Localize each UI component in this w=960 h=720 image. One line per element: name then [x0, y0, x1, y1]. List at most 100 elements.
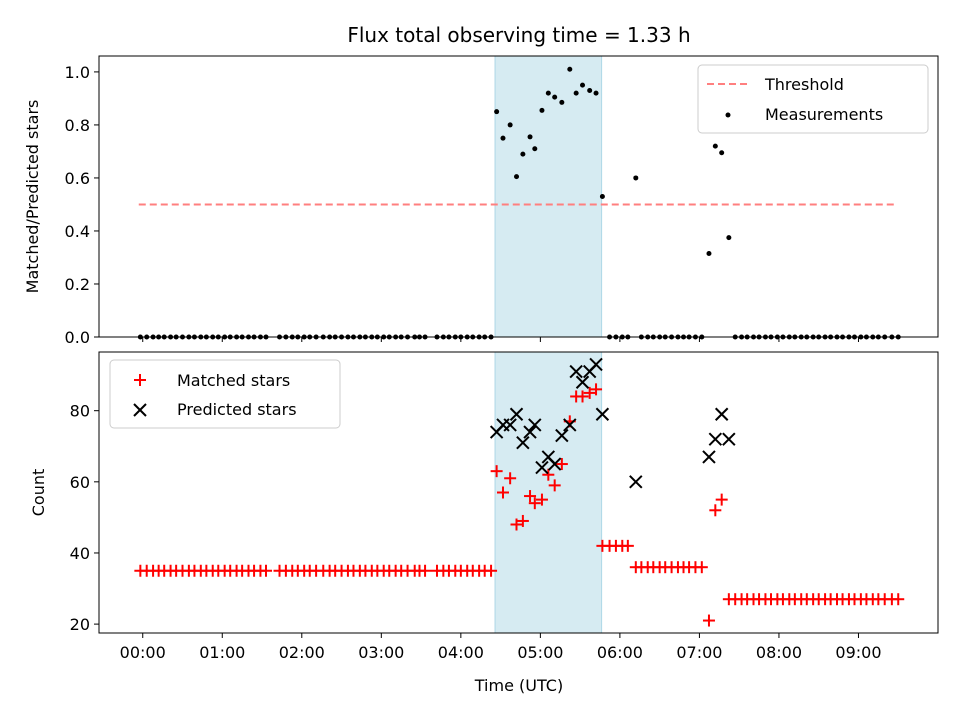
predicted-star-marker: [555, 428, 569, 443]
count-panel-x-tick-label: 05:00: [517, 643, 563, 662]
matched-star-marker: [490, 465, 503, 478]
predicted-star-marker: [528, 418, 542, 432]
count-panel-y-tick-label: 40: [70, 544, 90, 563]
ratio-panel-y-ticks: 0.0 0.2 0.4 0.6 0.8 1.0: [65, 63, 99, 347]
ratio-panel-legend: Threshold Measurements: [697, 64, 929, 134]
matched-star-marker: [583, 386, 596, 399]
count-panel-y-tick-label: 20: [70, 615, 90, 634]
ratio-panel-y-tick-label: 0.6: [65, 169, 90, 188]
matched-star-marker: [535, 493, 548, 506]
matched-star-marker: [590, 383, 603, 396]
count-panel-x-tick-label: 02:00: [279, 643, 325, 662]
count-panel-x-ticks: 00:00 01:00 02:00 03:00 04:00 05:00 06:00 07:00…: [120, 633, 882, 662]
legend-measurements-label: Measurements: [765, 105, 883, 124]
matched-star-markers: [134, 383, 905, 627]
measurement-point: [587, 87, 593, 93]
legend-matched-label: Matched stars: [177, 371, 290, 390]
count-panel-y-ticks: 20 40 60 80: [70, 402, 99, 634]
measurement-point: [706, 250, 712, 256]
count-panel-x-tick-label: 07:00: [676, 643, 722, 662]
ratio-panel: 0.0 0.2 0.4 0.6 0.8 1.0 Matched/Predicted sta…: [23, 55, 939, 347]
predicted-star-marker: [563, 418, 577, 432]
measurement-point: [500, 135, 506, 141]
measurement-point: [726, 235, 732, 241]
count-panel-x-tick-label: 03:00: [358, 643, 404, 662]
predicted-star-marker: [569, 364, 583, 379]
legend-predicted-label: Predicted stars: [177, 400, 297, 419]
ratio-panel-y-tick-label: 0.0: [65, 328, 90, 347]
ratio-panel-frame: [98, 55, 939, 338]
matched-star-marker: [260, 564, 273, 577]
predicted-star-markers: [489, 357, 736, 489]
measurement-point: [580, 82, 586, 88]
measurement-point: [514, 174, 520, 180]
matched-star-marker: [892, 593, 905, 606]
ratio-panel-x-ticks: [142, 337, 859, 342]
ratio-panel-y-tick-label: 1.0: [65, 63, 90, 82]
measurement-point: [527, 134, 533, 140]
measurement-point: [559, 99, 565, 105]
ratio-panel-y-axis-label: Matched/Predicted stars: [23, 100, 42, 294]
matched-star-marker: [542, 468, 555, 481]
predicted-star-marker: [629, 475, 643, 489]
ratio-panel-y-tick-label: 0.4: [65, 222, 90, 241]
predicted-star-marker: [714, 407, 729, 421]
ratio-panel-y-tick-label: 0.2: [65, 275, 90, 294]
count-panel-x-tick-label: 09:00: [835, 643, 881, 662]
measurement-point: [532, 146, 538, 152]
measurement-point: [567, 66, 573, 72]
matched-star-marker: [516, 514, 529, 527]
legend-matched-swatch: [134, 374, 146, 386]
count-panel-x-tick-label: 04:00: [438, 643, 484, 662]
measurement-point: [719, 150, 725, 156]
measurement-point: [507, 122, 513, 128]
legend-predicted-swatch: [133, 403, 147, 417]
measurement-point: [573, 90, 579, 96]
predicted-star-marker: [503, 418, 517, 432]
count-panel-y-tick-label: 80: [70, 402, 90, 421]
measurement-point: [712, 143, 718, 149]
matched-star-marker: [548, 479, 561, 492]
predicted-star-marker: [595, 407, 610, 421]
ratio-panel-y-tick-label: 0.8: [65, 116, 90, 135]
matched-star-marker: [504, 472, 517, 485]
matched-star-marker: [576, 390, 589, 403]
ratio-panel-legend-box: [697, 64, 929, 134]
predicted-star-marker: [722, 432, 736, 446]
measurement-point: [545, 90, 551, 96]
measurement-point: [593, 90, 599, 96]
measurement-point: [633, 175, 639, 181]
measurement-point: [520, 151, 526, 157]
predicted-star-marker: [708, 432, 723, 446]
count-panel-x-tick-label: 01:00: [199, 643, 245, 662]
matched-star-marker: [621, 539, 634, 552]
matched-star-marker: [695, 561, 708, 574]
x-axis-label: Time (UTC): [474, 676, 563, 695]
count-panel-y-axis-label: Count: [29, 469, 48, 517]
measurement-point: [552, 94, 558, 100]
matched-star-marker: [419, 564, 432, 577]
count-panel-x-tick-label: 08:00: [756, 643, 802, 662]
count-panel-x-tick-label: 06:00: [597, 643, 643, 662]
predicted-star-marker: [575, 375, 590, 389]
matched-star-marker: [709, 504, 722, 517]
measurement-point: [539, 107, 545, 113]
ratio-panel-observing-span: [494, 55, 603, 338]
chart-title: Flux total observing time = 1.33 h: [347, 23, 690, 47]
matched-star-marker: [510, 518, 523, 531]
legend-measurements-swatch: [725, 112, 731, 118]
matched-star-marker: [555, 458, 568, 471]
count-panel-legend-box: [109, 359, 341, 429]
matched-star-marker: [715, 493, 728, 506]
matched-star-marker: [528, 497, 541, 510]
matched-star-marker: [485, 564, 498, 577]
legend-threshold-label: Threshold: [764, 75, 844, 94]
predicted-star-marker: [702, 450, 716, 464]
count-panel-frame: [98, 351, 939, 634]
count-panel-x-tick-label: 00:00: [120, 643, 166, 662]
matched-star-marker: [496, 486, 509, 499]
predicted-star-marker: [589, 357, 603, 372]
measurement-point: [494, 109, 500, 115]
